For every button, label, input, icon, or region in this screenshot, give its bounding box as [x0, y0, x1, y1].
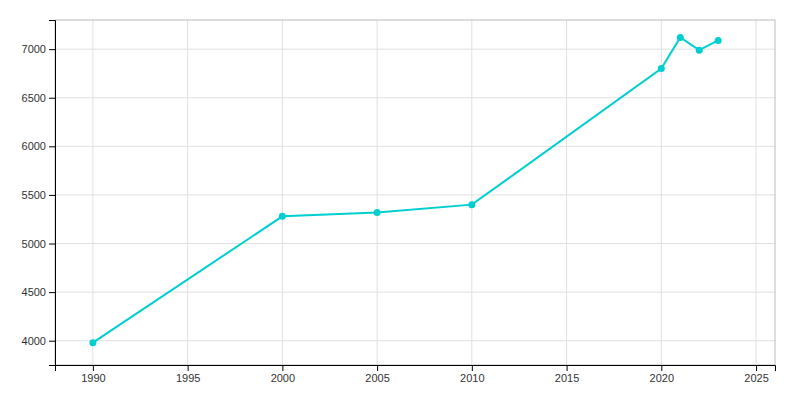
series — [89, 34, 721, 346]
x-tick-label: 2000 — [271, 372, 295, 384]
x-tick-mark — [472, 365, 473, 371]
grid-line-y — [55, 194, 775, 195]
y-tick-mark — [49, 195, 55, 196]
plot-frame — [55, 20, 775, 365]
x-tick: 2020 — [650, 365, 674, 384]
y-tick-label: 4000 — [22, 335, 46, 347]
point — [279, 213, 286, 220]
grid-line-y — [55, 340, 775, 341]
x-tick-mark — [377, 365, 378, 371]
x-tick: 1990 — [81, 365, 105, 384]
x-tick-label: 2015 — [555, 372, 579, 384]
y-tick-mark — [49, 98, 55, 99]
grid-line-x — [756, 20, 757, 365]
x-tick-mark — [282, 365, 283, 371]
y-tick: 5000 — [22, 238, 55, 250]
y-tick-label: 6500 — [22, 92, 46, 104]
x-tick-label: 2020 — [650, 372, 674, 384]
grid-line-x — [92, 20, 93, 365]
x-tick-mark — [188, 365, 189, 371]
x-tick-label: 1995 — [176, 372, 200, 384]
y-tick: 6000 — [22, 140, 55, 152]
x-tick: 2005 — [365, 365, 389, 384]
point — [89, 339, 96, 346]
line — [93, 37, 718, 342]
point — [677, 34, 684, 41]
y-tick: 4500 — [22, 286, 55, 298]
point — [715, 37, 722, 44]
plot-area: 1990 1995 2000 2005 2010 2015 2020 2025 4000 4500… — [22, 20, 776, 384]
x-tick-label: 2010 — [460, 372, 484, 384]
y-tick-label: 6000 — [22, 140, 46, 152]
grid-line-y — [55, 49, 775, 50]
x-tick: 2025 — [744, 365, 768, 384]
y-tick: 6500 — [22, 92, 55, 104]
y-tick-label: 5000 — [22, 238, 46, 250]
point — [696, 47, 703, 54]
grid-line-y — [55, 97, 775, 98]
y-tick-mark — [49, 49, 55, 50]
grid-line-x — [282, 20, 283, 365]
y-axis-line — [49, 21, 56, 366]
grid-line-x — [377, 20, 378, 365]
chart-svg: 1990 1995 2000 2005 2010 2015 2020 2025 4000 4500… — [0, 0, 800, 400]
x-tick: 2015 — [555, 365, 579, 384]
y-axis: 4000 4500 5000 5500 6000 6500 7000 — [22, 21, 56, 366]
grid-line-x — [471, 20, 472, 365]
y-tick-mark — [49, 341, 55, 342]
x-tick: 2010 — [460, 365, 484, 384]
y-tick-mark — [49, 292, 55, 293]
x-tick: 1995 — [176, 365, 200, 384]
x-tick-label: 2025 — [744, 372, 768, 384]
y-tick: 5500 — [22, 189, 55, 201]
y-tick: 7000 — [22, 43, 55, 55]
point — [658, 65, 665, 72]
point — [468, 201, 475, 208]
chart-container: 1990 1995 2000 2005 2010 2015 2020 2025 4000 4500… — [0, 0, 800, 400]
x-axis-line — [56, 366, 776, 372]
x-tick-mark — [756, 365, 757, 371]
y-tick-mark — [49, 244, 55, 245]
x-tick-mark — [93, 365, 94, 371]
grid-line-y — [55, 243, 775, 244]
y-tick: 4000 — [22, 335, 55, 347]
y-tick-label: 4500 — [22, 286, 46, 298]
y-tick-mark — [49, 146, 55, 147]
point — [374, 209, 381, 216]
x-axis: 1990 1995 2000 2005 2010 2015 2020 2025 — [56, 365, 776, 384]
x-tick-mark — [661, 365, 662, 371]
y-tick-label: 5500 — [22, 189, 46, 201]
grid-line-x — [187, 20, 188, 365]
grid-line-y — [55, 292, 775, 293]
grid-line-x — [566, 20, 567, 365]
x-tick: 2000 — [271, 365, 295, 384]
x-tick-label: 2005 — [365, 372, 389, 384]
y-tick-label: 7000 — [22, 43, 46, 55]
x-tick-label: 1990 — [81, 372, 105, 384]
x-tick-mark — [567, 365, 568, 371]
grid-line-y — [55, 146, 775, 147]
grid — [55, 20, 775, 365]
